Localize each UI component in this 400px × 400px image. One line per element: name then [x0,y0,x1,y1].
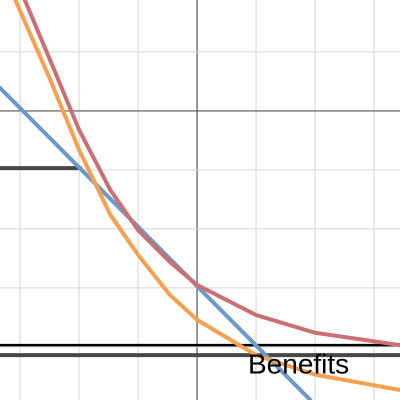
curve [13,0,400,392]
curve [22,0,400,348]
annotation: Benefits [248,348,349,379]
curve [0,85,313,400]
